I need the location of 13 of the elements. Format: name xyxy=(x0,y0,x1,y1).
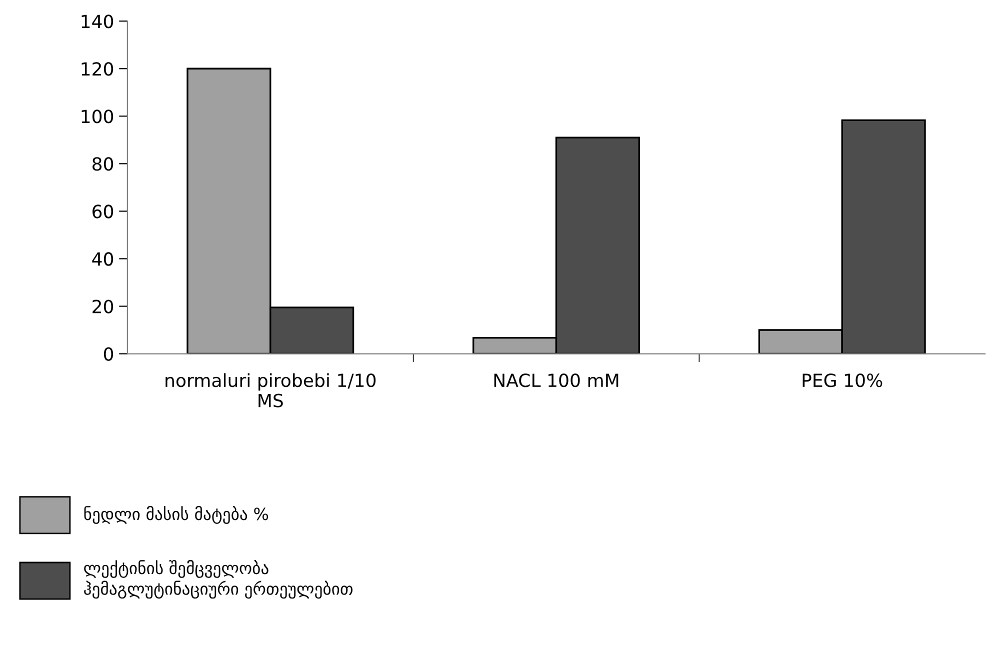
legend-label: ლექტინის შემცველობა ჰემაგლუტინაციური ერთეულებით xyxy=(84,560,352,599)
x-tick-label: NACL 100 mM xyxy=(494,374,618,388)
legend-label: ნედლი მასის მატება % xyxy=(84,506,268,524)
y-tick-label: 20 xyxy=(92,300,114,314)
y-tick-label: 60 xyxy=(92,204,114,218)
y-tick-label: 120 xyxy=(82,62,114,76)
x-tick-label: PEG 10% xyxy=(802,374,882,388)
y-tick-label: 100 xyxy=(82,110,114,124)
y-tick-label: 80 xyxy=(92,157,114,171)
x-tick-label: normaluri pirobebi 1/10 MS xyxy=(166,373,376,408)
y-tick-label: 40 xyxy=(92,252,114,266)
y-tick-label: 0 xyxy=(104,347,114,361)
y-tick-label: 140 xyxy=(82,14,114,28)
